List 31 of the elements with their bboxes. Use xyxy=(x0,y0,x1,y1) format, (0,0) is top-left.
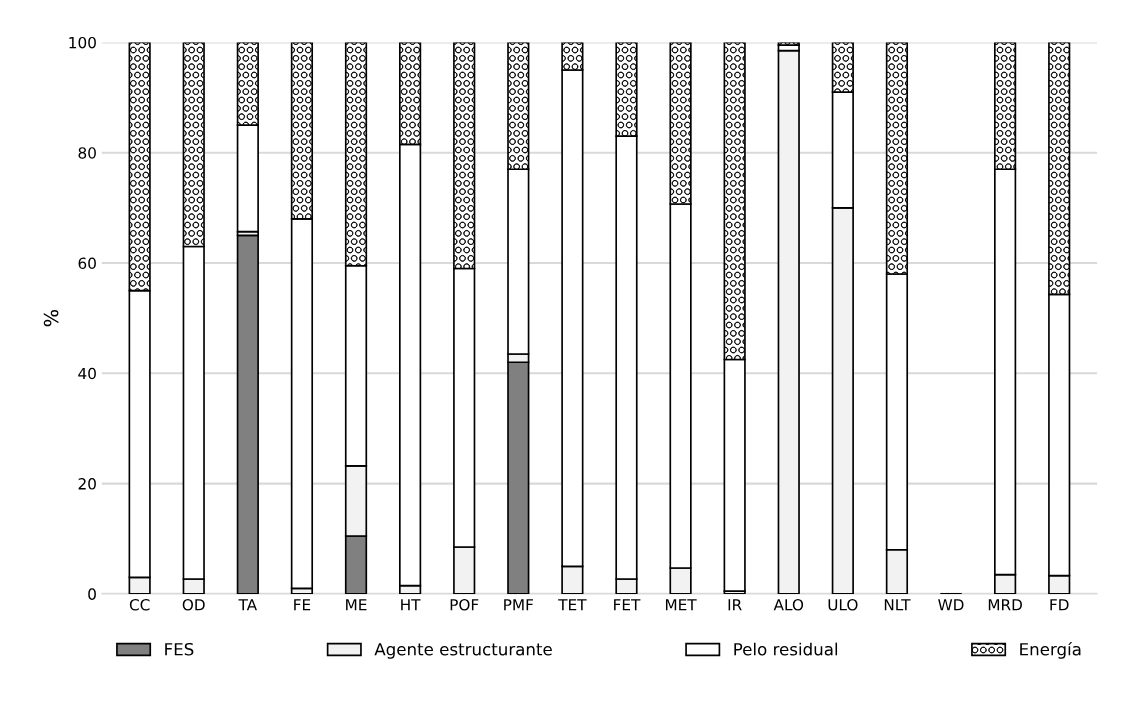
legend-label: Agente estructurante xyxy=(374,643,552,659)
y-tick-label: 20 xyxy=(78,478,96,490)
x-tick-label: POF xyxy=(450,599,479,611)
x-tick-label: TA xyxy=(238,599,258,611)
y-axis-title: % xyxy=(43,309,59,327)
x-tick-label: FD xyxy=(1050,599,1069,611)
legend-label: Pelo residual xyxy=(734,642,838,656)
x-tick-label: CC xyxy=(129,599,150,611)
x-tick-label: TET xyxy=(558,599,587,611)
x-tick-label: FE xyxy=(294,599,311,611)
x-tick-label: OD xyxy=(182,599,205,611)
x-tick-label: ALO xyxy=(773,599,804,611)
x-tick-label: PMF xyxy=(504,599,533,611)
y-tick-label: 60 xyxy=(78,257,96,270)
y-tick-label: 100 xyxy=(69,36,96,49)
x-tick-label: ULO xyxy=(828,599,858,611)
legend-label: Energía xyxy=(1020,641,1081,659)
x-tick-label: WD xyxy=(938,599,964,611)
legend-label: FES xyxy=(165,642,194,656)
x-tick-label: FET xyxy=(614,599,641,611)
y-tick-label: 40 xyxy=(78,367,96,380)
x-tick-label: HT xyxy=(401,599,421,611)
y-tick-label: 80 xyxy=(78,147,96,159)
x-tick-label: ME xyxy=(346,599,367,611)
bar xyxy=(236,234,259,594)
y-tick-label: 0 xyxy=(88,588,96,600)
x-tick-label: MRD xyxy=(988,599,1022,611)
bar xyxy=(777,49,800,594)
x-tick-label: MET xyxy=(665,599,697,611)
x-tick-label: NLT xyxy=(884,599,911,611)
x-tick-label: IR xyxy=(728,599,742,611)
